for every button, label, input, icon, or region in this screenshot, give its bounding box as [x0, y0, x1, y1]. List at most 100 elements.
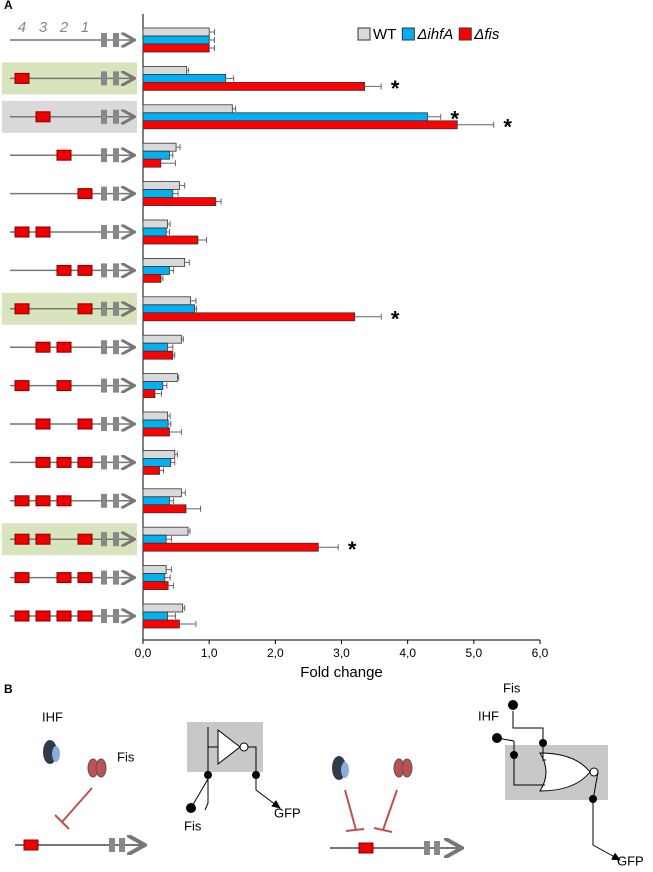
site-label: 1	[81, 19, 89, 36]
node	[508, 700, 518, 710]
gene	[113, 455, 119, 470]
panel-a: 4 3 2 1 0,0 1,0 2,0 3,0 4,0 5,0 6,0 Fold change * * * *…	[2, 14, 549, 681]
binding-site	[77, 303, 93, 315]
error-bar	[194, 305, 198, 312]
fis-icon	[95, 758, 107, 778]
bar	[142, 273, 162, 283]
site-label: 2	[59, 19, 69, 36]
gene	[101, 532, 107, 547]
legend-swatch	[357, 27, 371, 41]
bar	[142, 350, 174, 360]
gate-output: GFP	[274, 805, 301, 820]
bar	[142, 611, 168, 621]
bar	[142, 449, 176, 459]
error-bar	[160, 160, 176, 167]
bar	[142, 504, 187, 514]
error-bar	[169, 497, 174, 504]
legend-label: ΔihfA	[416, 26, 453, 43]
bar	[142, 534, 167, 544]
node	[252, 771, 260, 779]
bar	[142, 235, 199, 245]
legend-swatch	[401, 27, 415, 41]
error-bar	[167, 221, 171, 227]
legend-swatch	[458, 27, 472, 41]
error-bar	[166, 229, 170, 235]
gene	[101, 340, 107, 355]
error-bar	[184, 259, 190, 266]
binding-site	[35, 610, 51, 622]
bar	[142, 619, 180, 629]
bar	[142, 43, 210, 53]
node	[204, 771, 212, 779]
ihf-icon	[341, 762, 349, 778]
gene	[113, 186, 119, 201]
gene	[101, 493, 107, 508]
error-bar	[169, 267, 174, 274]
error-bar	[164, 574, 171, 581]
bar	[142, 565, 167, 574]
binding-site	[14, 495, 30, 507]
binding-site	[35, 418, 51, 430]
legend-label: WT	[373, 26, 396, 43]
site	[358, 842, 374, 854]
binding-site	[14, 533, 30, 545]
error-bar	[187, 528, 191, 535]
nor-gate	[539, 752, 591, 792]
x-axis-title: Fold change	[300, 664, 383, 681]
protein-label: Fis	[117, 749, 135, 764]
error-bar	[364, 83, 382, 90]
error-bar	[186, 67, 190, 74]
gene	[101, 33, 107, 47]
error-bar	[162, 382, 168, 389]
not-bubble	[239, 742, 249, 752]
error-bar	[168, 421, 172, 427]
gene	[113, 570, 119, 585]
bar	[142, 189, 174, 199]
binding-site	[77, 418, 93, 430]
bar	[142, 465, 160, 475]
gene	[101, 109, 107, 124]
binding-site	[56, 495, 72, 507]
bar	[142, 427, 170, 437]
binding-site	[77, 188, 93, 200]
gene	[113, 301, 119, 316]
binding-site	[56, 341, 72, 353]
site	[23, 839, 39, 851]
error-bar	[197, 237, 208, 243]
protein-label: IHF	[42, 709, 63, 724]
bar	[142, 488, 182, 498]
gene	[424, 841, 430, 855]
bar	[142, 389, 156, 399]
error-bar	[167, 613, 176, 619]
error-bar	[232, 105, 237, 112]
error-bar	[166, 536, 172, 543]
gate-input: Fis	[184, 818, 202, 833]
bar	[142, 150, 170, 160]
error-bar	[215, 198, 222, 205]
gene	[113, 148, 119, 163]
error-bar	[167, 344, 174, 351]
error-bar	[181, 336, 184, 343]
bar	[142, 82, 366, 91]
error-bar	[209, 37, 215, 43]
bar	[142, 381, 164, 391]
gene	[101, 570, 107, 585]
bar	[142, 27, 210, 37]
error-bar	[190, 297, 197, 304]
bar	[142, 573, 166, 582]
bar	[142, 603, 184, 613]
error-bar	[179, 621, 197, 627]
repression	[345, 828, 365, 832]
gene	[113, 340, 119, 355]
x-tick-label: 3,0	[333, 646, 350, 660]
x-tick-label: 2,0	[267, 646, 284, 660]
repression	[373, 827, 393, 833]
x-tick-label: 5,0	[465, 646, 482, 660]
significance-mark: *	[503, 115, 512, 140]
binding-site	[14, 610, 30, 622]
binding-site	[56, 380, 72, 392]
gene	[113, 109, 119, 124]
node	[510, 751, 518, 759]
error-bar	[168, 582, 174, 589]
